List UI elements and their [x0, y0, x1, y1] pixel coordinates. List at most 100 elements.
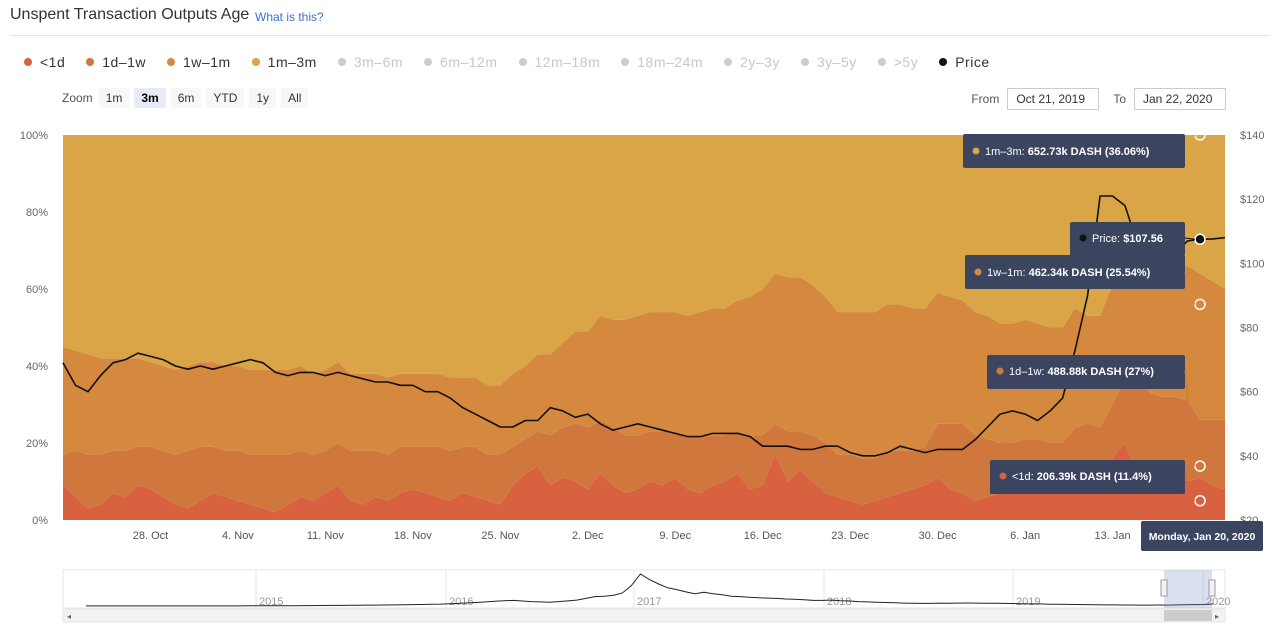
from-label: From: [971, 92, 1000, 106]
y2-tick-label: $140: [1240, 130, 1264, 142]
legend-dot-icon: [251, 58, 260, 66]
legend-dot-icon: [86, 58, 95, 66]
legend-dot-icon: [800, 58, 809, 66]
y-tick-label: 60%: [26, 284, 48, 296]
area-series: [63, 373, 1225, 513]
scroll-right-arrow-icon[interactable]: ▸: [1215, 612, 1219, 621]
legend-item[interactable]: 3m–6m: [337, 54, 404, 70]
svg-text:Monday, Jan 20, 2020: Monday, Jan 20, 2020: [1149, 531, 1256, 543]
navigator-year-label: 2015: [259, 596, 283, 608]
legend-label: Price: [955, 54, 990, 70]
legend-label: 1d–1w: [102, 54, 147, 70]
legend-label: 1m–3m: [267, 54, 317, 70]
page-title: Unspent Transaction Outputs Age: [10, 6, 250, 23]
tooltip-dot-icon: [972, 147, 980, 155]
y-tick-label: 40%: [26, 361, 48, 373]
tooltip-dot-icon: [999, 472, 1007, 480]
hover-tooltip: <1d: 206.39k DASH (11.4%): [990, 460, 1196, 501]
to-date-input[interactable]: Jan 22, 2020: [1134, 88, 1226, 110]
area-series: [63, 135, 1225, 386]
navigator-year-label: 2020: [1206, 596, 1230, 608]
tooltip-dot-icon: [996, 367, 1004, 375]
legend-label: 3m–6m: [353, 54, 404, 70]
legend-item[interactable]: 3y–5y: [800, 54, 857, 70]
price-line: [62, 195, 1226, 457]
legend-item[interactable]: 1d–1w: [86, 54, 146, 70]
x-tick-label: 23. Dec: [831, 530, 869, 542]
legend-item[interactable]: 1m–3m: [251, 54, 317, 70]
legend-item[interactable]: 6m–12m: [424, 54, 497, 70]
x-tick-label: 9. Dec: [659, 530, 691, 542]
legend-dot-icon: [877, 58, 886, 66]
tooltip-text: Price: $107.56: [1092, 233, 1163, 245]
zoom-button[interactable]: 6m: [170, 88, 202, 108]
navigator-year-label: 2018: [827, 596, 851, 608]
legend-dot-icon: [621, 58, 630, 66]
scroll-left-arrow-icon[interactable]: ◂: [67, 612, 71, 621]
zoom-label: Zoom: [62, 91, 93, 105]
from-date-input[interactable]: Oct 21, 2019: [1007, 88, 1100, 110]
legend-dot-icon: [337, 58, 346, 66]
zoom-button[interactable]: All: [281, 88, 309, 108]
legend-item[interactable]: <1d: [24, 54, 65, 70]
hover-tooltip: Price: $107.56: [1070, 222, 1196, 256]
x-tick-label: 30. Dec: [919, 530, 957, 542]
hover-tooltip: 1d–1w: 488.88k DASH (27%): [987, 355, 1196, 467]
zoom-button[interactable]: 1y: [249, 88, 277, 108]
legend-label: 12m–18m: [534, 54, 601, 70]
legend-label: 2y–3y: [740, 54, 780, 70]
legend-item[interactable]: 18m–24m: [621, 54, 703, 70]
x-tick-label: 6. Jan: [1010, 530, 1040, 542]
x-tick-label: 28. Oct: [133, 530, 168, 542]
tooltip-dot-icon: [1079, 234, 1087, 242]
y2-tick-label: $60: [1240, 387, 1258, 399]
to-label: To: [1113, 92, 1126, 106]
navigator-left-handle[interactable]: [1160, 579, 1168, 597]
navigator-scrollbar[interactable]: [62, 608, 1226, 623]
legend-dot-icon: [724, 58, 733, 66]
tooltip-text: 1w–1m: 462.34k DASH (25.54%): [987, 267, 1151, 279]
x-tick-label: 4. Nov: [222, 530, 254, 542]
legend-item[interactable]: 2y–3y: [724, 54, 780, 70]
y-tick-label: 80%: [26, 207, 48, 219]
header-divider: [10, 35, 1270, 36]
navigator-scroll-thumb[interactable]: [1164, 610, 1212, 621]
zoom-button[interactable]: 1m: [98, 88, 130, 108]
legend-item[interactable]: >5y: [877, 54, 919, 70]
y2-tick-label: $120: [1240, 194, 1264, 206]
x-tick-label: 25. Nov: [481, 530, 519, 542]
y-tick-label: 20%: [26, 438, 48, 450]
legend-item[interactable]: 1w–1m: [167, 54, 231, 70]
legend-dot-icon: [939, 58, 948, 66]
legend-dot-icon: [424, 58, 433, 66]
navigator-right-handle[interactable]: [1208, 579, 1216, 597]
navigator-price-line: [86, 573, 1214, 607]
zoom-button[interactable]: 3m: [134, 88, 166, 108]
legend-dot-icon: [518, 58, 527, 66]
x-tick-label: 13. Jan: [1095, 530, 1131, 542]
legend-item[interactable]: Price: [939, 54, 989, 70]
zoom-button[interactable]: YTD: [206, 88, 245, 108]
legend-label: 1w–1m: [183, 54, 231, 70]
x-tick-label: 11. Nov: [307, 530, 345, 542]
x-tick-label: 2. Dec: [572, 530, 604, 542]
price-marker: [1194, 233, 1206, 246]
navigator-selection[interactable]: [1164, 570, 1212, 608]
tooltip-dot-icon: [974, 268, 982, 276]
hover-date-label: Monday, Jan 20, 2020: [1141, 521, 1263, 551]
zoom-controls: Zoom 1m 3m 6m YTD 1y All: [62, 88, 313, 108]
legend-item[interactable]: 12m–18m: [518, 54, 601, 70]
navigator-year-label: 2019: [1016, 596, 1040, 608]
legend-label: 6m–12m: [440, 54, 498, 70]
x-tick-label: 18. Nov: [394, 530, 432, 542]
hover-tooltip: 1m–3m: 652.73k DASH (36.06%): [963, 134, 1196, 168]
area-series: [63, 443, 1225, 520]
navigator-year-label: 2016: [449, 596, 473, 608]
navigator-year-label: 2017: [637, 596, 661, 608]
legend-dot-icon: [167, 58, 176, 66]
what-is-this-link[interactable]: What is this?: [255, 10, 324, 24]
date-range: From Oct 21, 2019 To Jan 22, 2020: [957, 88, 1226, 110]
legend-label: >5y: [893, 54, 919, 70]
legend-label: 18m–24m: [637, 54, 704, 70]
